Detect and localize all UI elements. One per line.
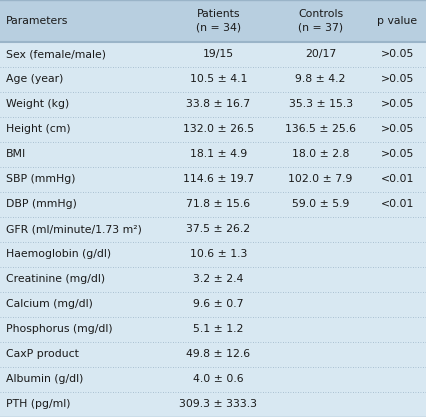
Text: 10.6 ± 1.3: 10.6 ± 1.3 [190, 249, 247, 259]
Text: p value: p value [377, 16, 417, 26]
Bar [0, 342, 426, 367]
Text: 114.6 ± 19.7: 114.6 ± 19.7 [183, 174, 254, 184]
Text: Weight (kg): Weight (kg) [6, 99, 69, 109]
Text: Controls
(n = 37): Controls (n = 37) [298, 9, 343, 33]
Bar [0, 67, 426, 92]
Text: BMI: BMI [6, 149, 26, 159]
Bar [0, 317, 426, 342]
Text: GFR (ml/minute/1.73 m²): GFR (ml/minute/1.73 m²) [6, 224, 141, 234]
Text: 5.1 ± 1.2: 5.1 ± 1.2 [193, 324, 244, 334]
Text: 59.0 ± 5.9: 59.0 ± 5.9 [292, 199, 349, 209]
Text: >0.05: >0.05 [380, 74, 414, 84]
Text: >0.05: >0.05 [380, 99, 414, 109]
Text: Haemoglobin (g/dl): Haemoglobin (g/dl) [6, 249, 111, 259]
Text: 3.2 ± 2.4: 3.2 ± 2.4 [193, 274, 244, 284]
Text: Patients
(n = 34): Patients (n = 34) [196, 9, 241, 33]
Text: 18.1 ± 4.9: 18.1 ± 4.9 [190, 149, 247, 159]
Text: Calcium (mg/dl): Calcium (mg/dl) [6, 299, 92, 309]
Text: 136.5 ± 25.6: 136.5 ± 25.6 [285, 124, 356, 134]
Text: SBP (mmHg): SBP (mmHg) [6, 174, 75, 184]
Text: CaxP product: CaxP product [6, 349, 78, 359]
Bar [0, 42, 426, 67]
Text: 9.8 ± 4.2: 9.8 ± 4.2 [295, 74, 346, 84]
Text: 19/15: 19/15 [203, 49, 234, 59]
Text: Albumin (g/dl): Albumin (g/dl) [6, 374, 83, 384]
Text: 33.8 ± 16.7: 33.8 ± 16.7 [186, 99, 250, 109]
Text: >0.05: >0.05 [380, 124, 414, 134]
Text: 9.6 ± 0.7: 9.6 ± 0.7 [193, 299, 244, 309]
Text: 102.0 ± 7.9: 102.0 ± 7.9 [288, 174, 353, 184]
Bar [0, 292, 426, 317]
Text: 10.5 ± 4.1: 10.5 ± 4.1 [190, 74, 247, 84]
Text: 132.0 ± 26.5: 132.0 ± 26.5 [183, 124, 254, 134]
Text: 49.8 ± 12.6: 49.8 ± 12.6 [186, 349, 250, 359]
Text: <0.01: <0.01 [380, 199, 414, 209]
Bar [0, 242, 426, 267]
Text: 20/17: 20/17 [305, 49, 336, 59]
Text: >0.05: >0.05 [380, 149, 414, 159]
Text: Sex (female/male): Sex (female/male) [6, 49, 106, 59]
Bar [0, 142, 426, 167]
Bar [0, 117, 426, 142]
Bar [0, 392, 426, 417]
Bar [0, 217, 426, 242]
Text: <0.01: <0.01 [380, 174, 414, 184]
Text: Phosphorus (mg/dl): Phosphorus (mg/dl) [6, 324, 112, 334]
Text: Creatinine (mg/dl): Creatinine (mg/dl) [6, 274, 105, 284]
Text: 37.5 ± 26.2: 37.5 ± 26.2 [186, 224, 250, 234]
Text: Height (cm): Height (cm) [6, 124, 70, 134]
Text: Parameters: Parameters [6, 16, 68, 26]
Text: 18.0 ± 2.8: 18.0 ± 2.8 [292, 149, 349, 159]
Text: >0.05: >0.05 [380, 49, 414, 59]
Bar [0, 167, 426, 192]
Text: 309.3 ± 333.3: 309.3 ± 333.3 [179, 399, 257, 409]
Text: PTH (pg/ml): PTH (pg/ml) [6, 399, 70, 409]
Text: 71.8 ± 15.6: 71.8 ± 15.6 [186, 199, 250, 209]
Text: 4.0 ± 0.6: 4.0 ± 0.6 [193, 374, 244, 384]
Bar [0, 0, 426, 42]
Bar [0, 367, 426, 392]
Text: Age (year): Age (year) [6, 74, 63, 84]
Bar [0, 192, 426, 217]
Text: 35.3 ± 15.3: 35.3 ± 15.3 [288, 99, 353, 109]
Bar [0, 92, 426, 117]
Text: DBP (mmHg): DBP (mmHg) [6, 199, 76, 209]
Bar [0, 267, 426, 292]
